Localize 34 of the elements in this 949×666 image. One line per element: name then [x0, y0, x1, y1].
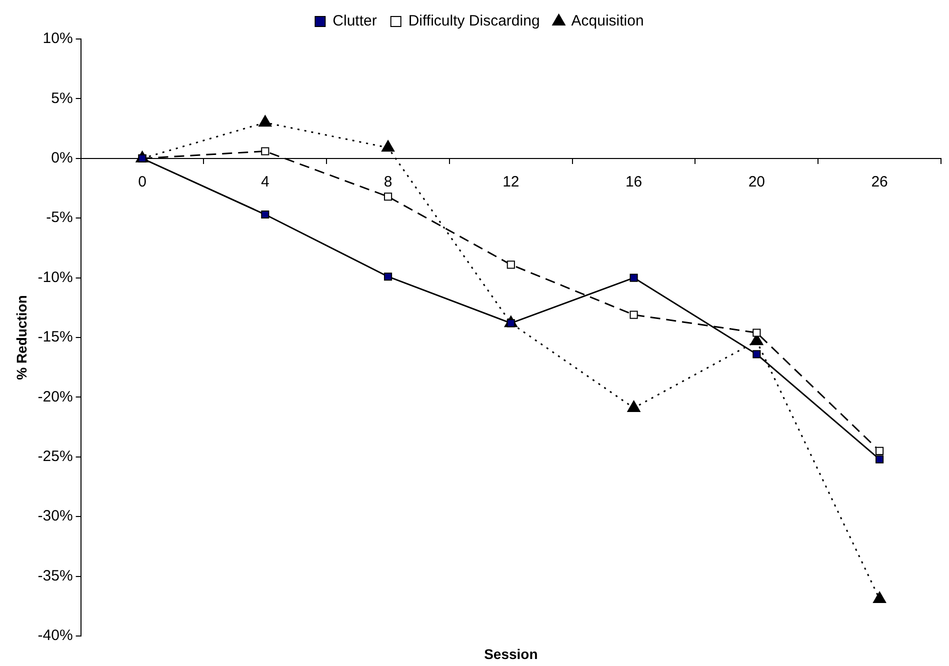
- x-tick-label: 26: [871, 174, 888, 191]
- y-tick-label: -25%: [38, 448, 73, 466]
- y-tick-label: -10%: [38, 268, 73, 286]
- y-axis-title: % Reduction: [13, 295, 30, 380]
- point: [876, 446, 884, 455]
- point: [384, 192, 392, 201]
- point: [876, 455, 884, 464]
- point: [261, 147, 270, 156]
- x-axis-title: Session: [484, 646, 538, 662]
- y-tick-label: 0%: [51, 150, 73, 167]
- y-tick-label: -40%: [38, 627, 73, 644]
- point: [630, 310, 638, 319]
- point: [384, 272, 392, 281]
- y-tick-label: -5%: [46, 209, 73, 226]
- x-tick-label: 4: [260, 174, 270, 191]
- x-tick-label: 12: [502, 174, 520, 191]
- x-tick-label: 20: [748, 174, 766, 191]
- point: [506, 260, 515, 269]
- y-tick-label: -15%: [38, 328, 73, 346]
- point: [752, 350, 761, 358]
- point: [752, 328, 761, 337]
- x-tick-label: 16: [625, 174, 642, 191]
- x-tick-label: 8: [384, 174, 392, 191]
- y-tick-label: -35%: [38, 567, 73, 584]
- y-tick-label: -30%: [38, 508, 73, 525]
- y-tick-label: -20%: [38, 388, 73, 406]
- legend-label: Clutter: [332, 12, 377, 30]
- x-tick-label: 0: [138, 174, 146, 191]
- legend-label: Acquisition: [571, 12, 644, 30]
- y-tick-label: 5%: [51, 90, 73, 107]
- legend-label: Difficulty Discarding: [408, 12, 540, 30]
- y-tick-label: 10%: [42, 30, 73, 48]
- point: [261, 210, 270, 219]
- point: [630, 274, 638, 282]
